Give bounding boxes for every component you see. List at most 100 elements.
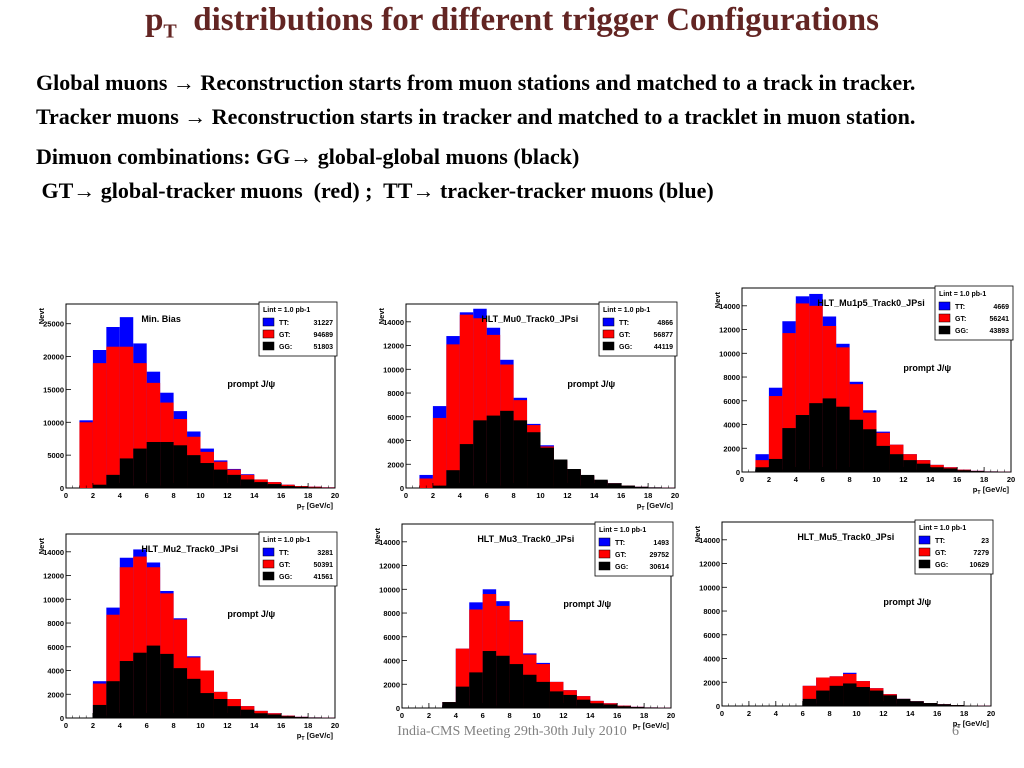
bar-gg-4 [119,661,134,718]
prompt-jpsi-label: prompt J/ψ [563,599,611,609]
ytick-label: 6000 [47,643,64,652]
plot-title: Min. Bias [141,314,181,324]
ytick-label: 2000 [387,460,404,469]
xtick-label: 0 [64,721,68,730]
y-axis-label: Nevt [37,538,46,555]
xtick-label: 2 [427,711,431,720]
bar-gg-12 [883,695,897,706]
xtick-label: 8 [508,711,512,720]
legend-box: Lint = 1.0 pb-1 TT: 4669 GT: 56241 GG: 43893 [934,285,1014,341]
plot-min-bias: 0 5000 10000 15000 20000 25000 0 2 4 6 8 10 12 14 16 18… [34,300,339,510]
ytick-label: 2000 [723,444,740,453]
bar-gg-7 [496,655,510,708]
xtick-label: 16 [277,721,285,730]
legend-count-gt: 56877 [654,332,674,339]
bar-gg-5 [809,403,823,472]
legend-swatch-gg [938,325,951,335]
series-gg [755,398,1011,472]
bar-gg-9 [187,455,201,488]
bar-gg-13 [916,463,931,472]
bar-gg-7 [816,690,830,706]
bar-gg-2 [768,458,783,472]
ytick-label: 10000 [379,585,400,594]
histogram-3: 0 2000 4000 6000 8000 10000 12000 14000 0 2 4 6 8 10 1… [37,531,339,740]
xtick-label: 14 [906,709,915,718]
bar-gg-4 [119,458,134,488]
ytick-label: 4000 [723,421,740,430]
legend-count-tt: 31227 [314,320,334,327]
y-axis-label: Nevt [373,528,382,545]
xtick-label: 20 [331,721,339,730]
xtick-label: 20 [331,491,339,500]
legend-swatch-tt [938,301,951,311]
legend-box: Lint = 1.0 pb-1 TT: 3281 GT: 50391 GG: 41561 [258,531,338,587]
bar-gg-8 [829,685,844,706]
xtick-label: 0 [740,475,744,484]
bar-gg-11 [213,699,228,718]
xtick-label: 14 [250,721,259,730]
xtick-label: 14 [250,491,259,500]
xtick-label: 16 [953,475,961,484]
xtick-label: 10 [872,475,880,484]
xtick-label: 0 [64,491,68,500]
xtick-label: 4 [774,709,779,718]
bar-gg-5 [469,672,483,708]
legend-label-gt: GT: [955,316,966,323]
bar-gg-8 [509,664,524,708]
xtick-label: 8 [172,721,176,730]
bar-gg-5 [473,420,487,488]
ytick-label: 4000 [703,655,720,664]
legend-swatch-tt [918,535,931,545]
title-subscript: T [163,20,177,43]
ytick-label: 12000 [383,342,404,351]
legend-swatch-gg [262,571,275,581]
ytick-label: 8000 [383,609,400,618]
xtick-label: 20 [1007,475,1015,484]
legend-box: Lint = 1.0 pb-1 TT: 23 GT: 7279 GG: 10629 [914,519,994,575]
xtick-label: 2 [91,491,95,500]
legend-box: Lint = 1.0 pb-1 TT: 4866 GT: 56877 GG: 44119 [598,301,678,357]
xtick-label: 6 [481,711,485,720]
x-axis-label: pT [GeV/c] [633,721,670,730]
xtick-label: 4 [794,475,799,484]
x-axis-label: pT [GeV/c] [953,719,990,728]
ytick-label: 14000 [699,536,720,545]
bar-gg-9 [843,683,857,706]
bar-gt-3 [106,346,120,488]
ytick-label: 14000 [43,548,64,557]
legend-swatch-tt [262,547,275,557]
bar-gg-6 [482,651,497,708]
legend-count-gt: 50391 [314,562,334,569]
bar-gg-7 [160,653,174,718]
xtick-label: 8 [172,491,176,500]
prompt-jpsi-label: prompt J/ψ [903,363,951,373]
legend-swatch-gt [938,313,951,323]
bar-gg-12 [567,469,581,488]
xtick-label: 8 [828,709,832,718]
legend-label-tt: TT: [955,304,965,311]
histogram-1: 0 2000 4000 6000 8000 10000 12000 14000 0 2 4 6 8 10 1… [377,301,679,510]
legend-count-tt: 3281 [317,550,333,557]
ytick-label: 12000 [699,560,720,569]
bar-gt-1 [79,422,93,488]
bar-gg-11 [889,454,904,472]
legend-swatch-gt [262,559,275,569]
ytick-label: 8000 [703,607,720,616]
bar-gg-13 [240,709,255,718]
xtick-label: 0 [404,491,408,500]
legend-label-gg: GG: [619,344,632,351]
bar-gg-10 [540,447,554,488]
body-line-dimuon: Dimuon combinations: GG→ global-global m… [36,144,580,169]
bar-gg-6 [146,645,161,718]
plot-hlt-mu1p5: 0 2000 4000 6000 8000 10000 12000 14000 0 2 4 6 8 10 1… [710,284,1015,494]
xtick-label: 16 [933,709,941,718]
xtick-label: 20 [671,491,679,500]
xtick-label: 4 [118,491,123,500]
y-axis-label: Nevt [37,308,46,325]
xtick-label: 18 [960,709,968,718]
xtick-label: 18 [640,711,648,720]
xtick-label: 2 [431,491,435,500]
legend-count-gt: 29752 [650,552,670,559]
legend-swatch-tt [602,317,615,327]
legend-swatch-tt [262,317,275,327]
